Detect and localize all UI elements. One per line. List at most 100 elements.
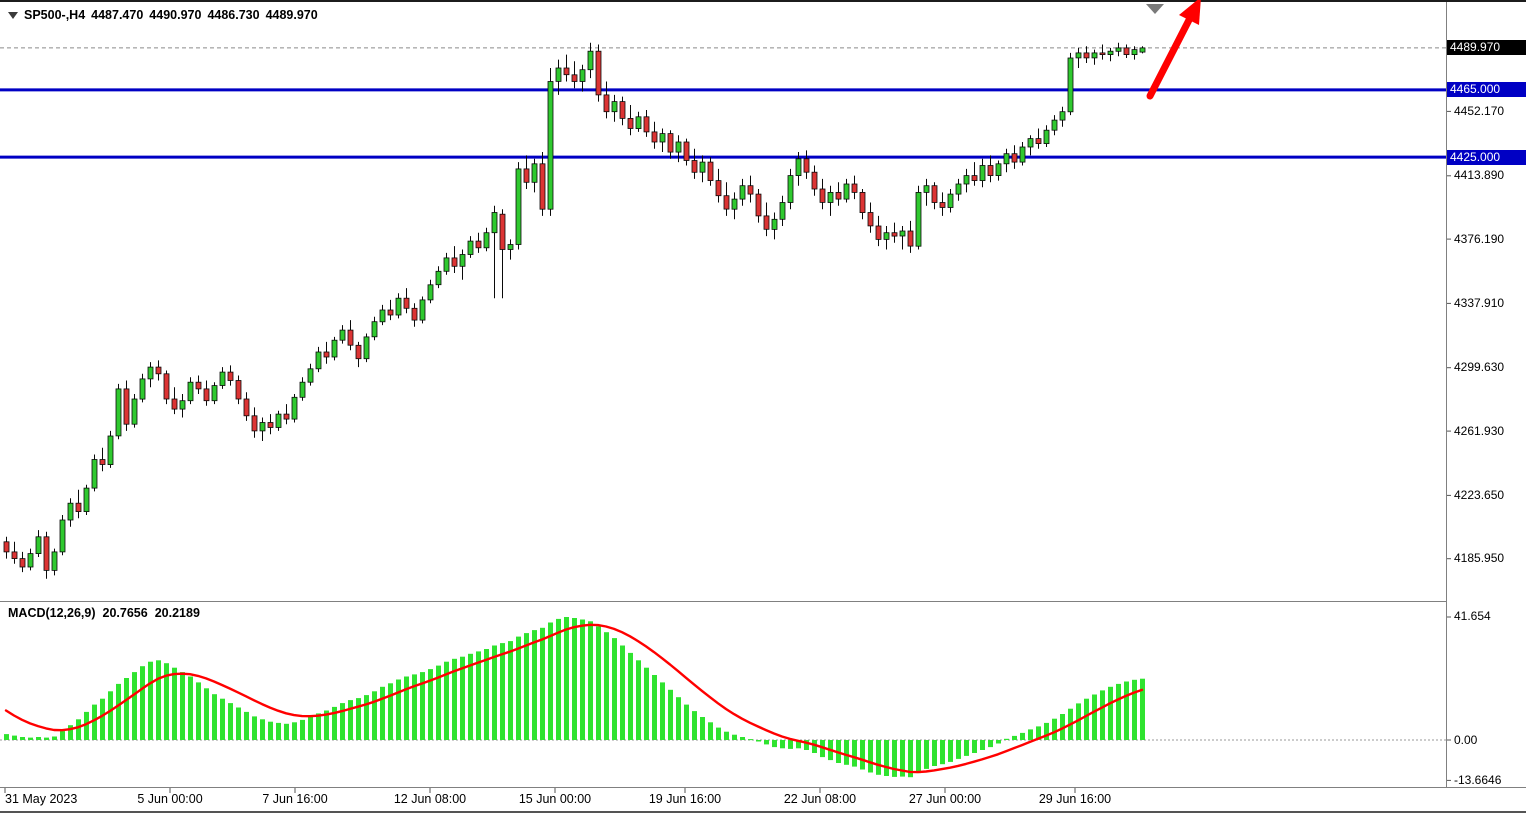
candle-body bbox=[27, 553, 34, 568]
macd-bar bbox=[860, 740, 865, 770]
candle-body bbox=[587, 50, 594, 71]
macd-bar bbox=[740, 737, 745, 740]
macd-tick-label: -13.6646 bbox=[1454, 772, 1502, 787]
macd-bar bbox=[756, 740, 761, 742]
macd-bar bbox=[492, 645, 497, 740]
candle-body bbox=[1067, 57, 1074, 113]
candle-body bbox=[507, 244, 514, 250]
macd-bar bbox=[316, 713, 321, 740]
candle-body bbox=[691, 160, 698, 173]
candle-body bbox=[899, 230, 906, 237]
candle-body bbox=[1091, 52, 1098, 59]
macd-bar bbox=[988, 740, 993, 748]
macd-bar bbox=[892, 740, 897, 777]
macd-bar bbox=[388, 683, 393, 740]
macd-bar bbox=[676, 697, 681, 740]
macd-bar bbox=[636, 660, 641, 740]
candle-body bbox=[611, 101, 618, 113]
candle-body bbox=[787, 175, 794, 203]
time-tick-label: 19 Jun 16:00 bbox=[648, 792, 722, 806]
candle-body bbox=[1011, 153, 1018, 163]
candle-body bbox=[251, 415, 258, 432]
macd-bar bbox=[660, 682, 665, 740]
macd-bar bbox=[708, 722, 713, 740]
candle-body bbox=[1099, 52, 1106, 56]
candle-body bbox=[627, 118, 634, 129]
candle-body bbox=[195, 381, 202, 390]
macd-bar bbox=[948, 740, 953, 762]
macd-bar bbox=[596, 626, 601, 740]
macd-bar bbox=[580, 619, 585, 740]
candle-body bbox=[331, 339, 338, 358]
time-tick-label: 12 Jun 08:00 bbox=[393, 792, 467, 806]
candle-body bbox=[499, 213, 506, 250]
macd-bar bbox=[932, 740, 937, 766]
macd-bar bbox=[1140, 678, 1145, 740]
macd-bar bbox=[1052, 718, 1057, 740]
macd-bar bbox=[540, 627, 545, 740]
macd-indicator-label: MACD(12,26,9) 20.7656 20.2189 bbox=[8, 606, 200, 620]
time-axis[interactable]: 31 May 2023 5 Jun 00:00 7 Jun 16:00 12 Jun … bbox=[0, 788, 1526, 813]
macd-bar bbox=[548, 622, 553, 740]
macd-bar bbox=[116, 683, 121, 740]
symbol-period-label: SP500-,H4 bbox=[24, 8, 86, 22]
candle-body bbox=[1123, 47, 1130, 56]
macd-bar bbox=[244, 711, 249, 740]
candle-body bbox=[539, 163, 546, 210]
candle-body bbox=[211, 385, 218, 402]
candle-body bbox=[515, 168, 522, 245]
macd-bar bbox=[340, 703, 345, 740]
candle-body bbox=[259, 422, 266, 432]
macd-bar bbox=[252, 716, 257, 740]
macd-bar bbox=[140, 666, 145, 740]
macd-bar bbox=[196, 682, 201, 740]
candle-body bbox=[363, 336, 370, 360]
window-top-border bbox=[0, 0, 1526, 2]
candle-body bbox=[603, 94, 610, 113]
candle-body bbox=[411, 307, 418, 321]
macd-bar bbox=[268, 721, 273, 740]
macd-bar bbox=[780, 740, 785, 749]
macd-bar bbox=[1004, 738, 1009, 740]
time-tick-label: 31 May 2023 bbox=[5, 792, 78, 806]
collapse-chart-icon[interactable] bbox=[8, 11, 18, 19]
candle-body bbox=[651, 131, 658, 143]
macd-bar bbox=[468, 653, 473, 740]
macd-bar bbox=[292, 722, 297, 740]
low-value: 4486.730 bbox=[207, 8, 260, 22]
macd-bar bbox=[1044, 722, 1049, 740]
price-axis[interactable]: 4452.170 4413.890 4376.190 4337.910 4299.630… bbox=[1447, 0, 1526, 788]
macd-bar bbox=[620, 645, 625, 740]
trend-arrow-shaft[interactable] bbox=[1146, 16, 1193, 100]
candle-body bbox=[467, 240, 474, 255]
macd-bar bbox=[276, 722, 281, 740]
candle-body bbox=[419, 299, 426, 321]
candle-body bbox=[955, 183, 962, 195]
macd-bar bbox=[564, 617, 569, 740]
time-tick-label: 5 Jun 00:00 bbox=[137, 792, 203, 806]
macd-bar bbox=[1132, 679, 1137, 740]
macd-bar bbox=[844, 740, 849, 765]
candle-body bbox=[771, 218, 778, 230]
candle-body bbox=[555, 67, 562, 82]
candle-body bbox=[155, 366, 162, 375]
candle-body bbox=[107, 435, 114, 466]
candle-body bbox=[707, 161, 714, 182]
macd-bar bbox=[300, 719, 305, 740]
trend-arrow-head[interactable] bbox=[1179, 0, 1201, 25]
macd-bar bbox=[348, 700, 353, 740]
price-tick-label: 4185.950 bbox=[1454, 551, 1505, 566]
macd-bar bbox=[1084, 698, 1089, 740]
macd-bar bbox=[372, 691, 377, 740]
candle-body bbox=[659, 133, 666, 143]
candle-body bbox=[963, 175, 970, 185]
macd-bar bbox=[92, 704, 97, 740]
macd-bar bbox=[12, 735, 17, 740]
candle-body bbox=[523, 168, 530, 183]
candle-body bbox=[939, 202, 946, 208]
macd-bar bbox=[1020, 732, 1025, 740]
candle-body bbox=[675, 141, 682, 153]
candle-body bbox=[1059, 111, 1066, 121]
